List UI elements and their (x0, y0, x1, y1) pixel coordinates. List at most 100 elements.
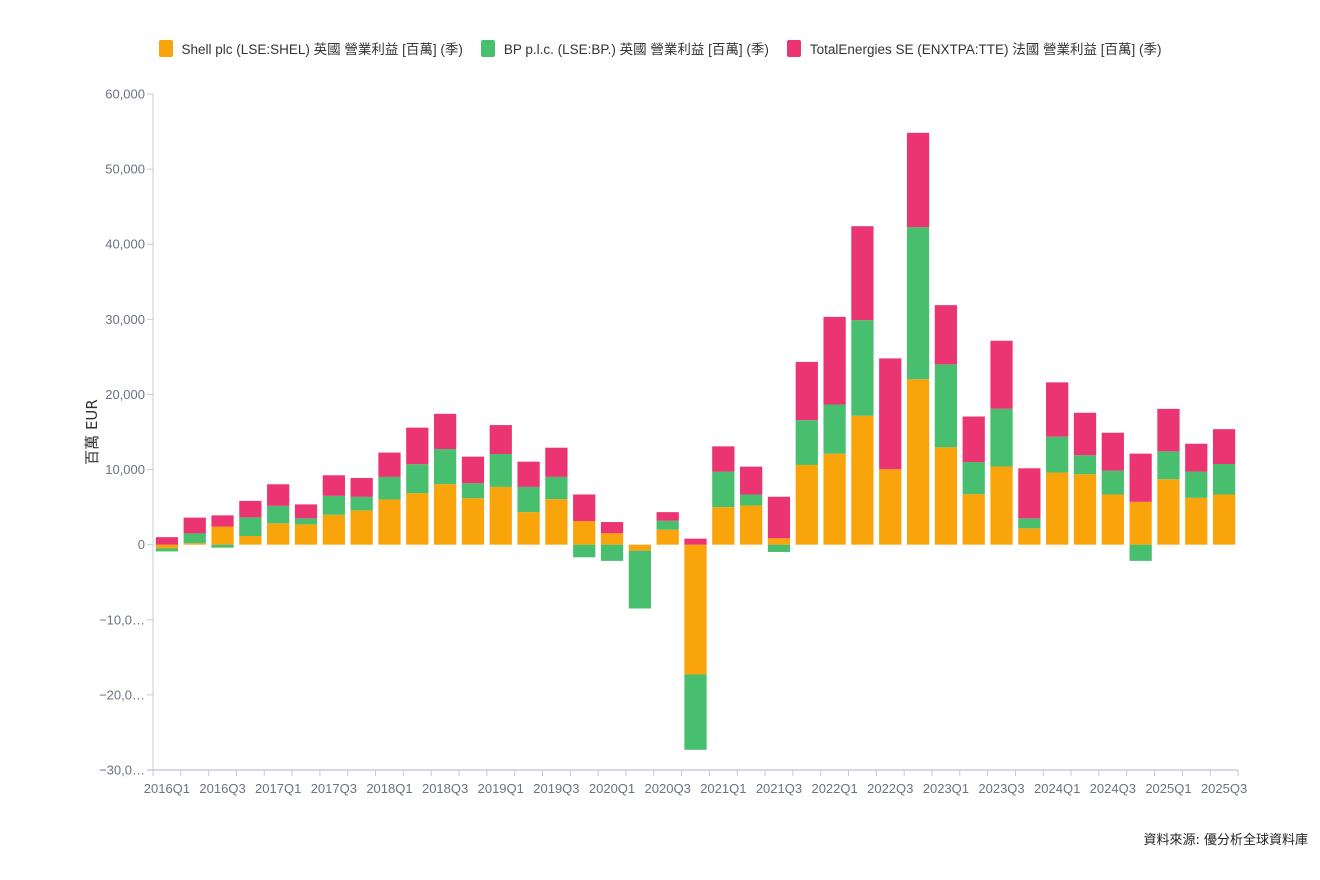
bar-totalenergies-2025q2[interactable] (1185, 443, 1208, 472)
bar-shell-2018q1[interactable] (378, 499, 401, 545)
bar-shell-2022q1[interactable] (823, 453, 846, 545)
bar-bp-2018q1[interactable] (378, 476, 401, 500)
bar-totalenergies-2020q1[interactable] (600, 522, 624, 534)
bar-bp-2021q3[interactable] (767, 544, 791, 552)
bar-totalenergies-2020q3[interactable] (656, 512, 679, 521)
bar-bp-2018q2[interactable] (406, 464, 429, 494)
bar-shell-2017q2[interactable] (294, 524, 318, 545)
bar-bp-2019q1[interactable] (489, 454, 512, 487)
bar-totalenergies-2025q1[interactable] (1157, 408, 1180, 452)
legend-item-bp[interactable]: BP p.l.c. (LSE:BP.) 英國 營業利益 [百萬] (季) (480, 38, 769, 58)
bar-shell-2022q3[interactable] (879, 469, 902, 545)
bar-totalenergies-2017q1[interactable] (267, 484, 290, 506)
bar-shell-2023q2[interactable] (962, 494, 985, 545)
bar-shell-2019q3[interactable] (545, 499, 568, 545)
bar-bp-2020q4[interactable] (684, 674, 707, 750)
bar-bp-2016q2[interactable] (183, 533, 206, 544)
bar-bp-2025q3[interactable] (1212, 464, 1236, 495)
bar-totalenergies-2023q3[interactable] (990, 340, 1013, 409)
bar-totalenergies-2018q4[interactable] (461, 456, 485, 484)
legend-item-totalenergies[interactable]: TotalEnergies SE (ENXTPA:TTE) 法國 營業利益 [百… (786, 38, 1161, 58)
bar-bp-2017q3[interactable] (322, 495, 345, 515)
bar-totalenergies-2018q3[interactable] (433, 413, 457, 450)
bar-bp-2016q3[interactable] (211, 544, 234, 548)
bar-bp-2020q1[interactable] (600, 544, 624, 561)
bar-totalenergies-2020q4[interactable] (684, 538, 707, 545)
bar-bp-2019q4[interactable] (573, 544, 596, 558)
bar-shell-2016q2[interactable] (183, 543, 206, 545)
bar-bp-2020q2[interactable] (628, 550, 651, 609)
bar-totalenergies-2022q3[interactable] (879, 358, 902, 470)
bar-shell-2020q2[interactable] (628, 544, 651, 551)
bar-shell-2022q2[interactable] (851, 415, 874, 545)
bar-totalenergies-2021q3[interactable] (767, 496, 791, 539)
bar-bp-2024q1[interactable] (1046, 436, 1069, 473)
bar-bp-2019q2[interactable] (517, 486, 540, 513)
bar-shell-2023q4[interactable] (1018, 528, 1041, 545)
bar-bp-2022q4[interactable] (906, 227, 930, 380)
bar-bp-2019q3[interactable] (545, 476, 568, 500)
bar-totalenergies-2022q1[interactable] (823, 316, 846, 405)
bar-bp-2017q2[interactable] (294, 518, 318, 525)
bar-totalenergies-2021q4[interactable] (795, 361, 818, 421)
bar-bp-2021q1[interactable] (712, 471, 735, 508)
bar-bp-2024q2[interactable] (1073, 455, 1097, 475)
bar-bp-2024q3[interactable] (1101, 470, 1124, 495)
bar-shell-2017q1[interactable] (267, 523, 290, 545)
bar-bp-2021q2[interactable] (740, 494, 763, 506)
bar-shell-2016q1[interactable] (155, 544, 179, 549)
bar-totalenergies-2017q2[interactable] (294, 504, 318, 519)
bar-shell-2025q1[interactable] (1157, 479, 1180, 545)
bar-shell-2022q4[interactable] (906, 379, 930, 545)
bar-bp-2016q1[interactable] (155, 548, 179, 552)
bar-totalenergies-2018q2[interactable] (406, 427, 429, 465)
legend-item-shell[interactable]: Shell plc (LSE:SHEL) 英國 營業利益 [百萬] (季) (158, 38, 463, 58)
bar-shell-2016q4[interactable] (239, 536, 262, 545)
bar-bp-2020q3[interactable] (656, 520, 679, 530)
bar-totalenergies-2017q4[interactable] (350, 477, 373, 497)
bar-totalenergies-2024q3[interactable] (1101, 432, 1124, 471)
bar-shell-2024q2[interactable] (1073, 474, 1097, 545)
bar-shell-2024q4[interactable] (1129, 501, 1152, 545)
bar-bp-2023q2[interactable] (962, 462, 985, 495)
bar-bp-2023q4[interactable] (1018, 518, 1041, 529)
bar-bp-2016q4[interactable] (239, 517, 262, 537)
bar-shell-2025q2[interactable] (1185, 497, 1208, 545)
bar-shell-2021q2[interactable] (740, 505, 763, 545)
bar-bp-2017q4[interactable] (350, 496, 373, 511)
bar-totalenergies-2022q2[interactable] (851, 226, 874, 321)
bar-shell-2020q1[interactable] (600, 533, 624, 545)
bar-shell-2024q3[interactable] (1101, 494, 1124, 545)
bar-shell-2018q4[interactable] (461, 498, 485, 545)
bar-shell-2017q4[interactable] (350, 510, 373, 545)
bar-shell-2021q3[interactable] (767, 538, 791, 545)
bar-shell-2019q4[interactable] (573, 521, 596, 545)
bar-totalenergies-2024q1[interactable] (1046, 382, 1069, 437)
bar-bp-2025q2[interactable] (1185, 471, 1208, 498)
bar-bp-2017q1[interactable] (267, 505, 290, 524)
bar-bp-2018q4[interactable] (461, 483, 485, 499)
bar-shell-2019q1[interactable] (489, 486, 512, 545)
bar-totalenergies-2025q3[interactable] (1212, 429, 1236, 464)
bar-bp-2018q3[interactable] (433, 449, 457, 485)
bar-shell-2019q2[interactable] (517, 512, 540, 545)
bar-shell-2018q3[interactable] (433, 484, 457, 545)
bar-shell-2016q3[interactable] (211, 526, 234, 545)
bar-shell-2018q2[interactable] (406, 493, 429, 545)
bar-shell-2025q3[interactable] (1212, 494, 1236, 545)
bar-shell-2020q3[interactable] (656, 529, 679, 545)
bar-totalenergies-2018q1[interactable] (378, 452, 401, 477)
bar-totalenergies-2023q1[interactable] (934, 305, 958, 365)
bar-totalenergies-2019q3[interactable] (545, 447, 568, 477)
bar-totalenergies-2022q4[interactable] (906, 132, 930, 228)
bar-totalenergies-2021q1[interactable] (712, 446, 735, 472)
bar-totalenergies-2016q2[interactable] (183, 517, 206, 534)
bar-shell-2017q3[interactable] (322, 514, 345, 545)
bar-shell-2021q1[interactable] (712, 507, 735, 545)
bar-bp-2023q1[interactable] (934, 364, 958, 448)
bar-totalenergies-2023q2[interactable] (962, 416, 985, 463)
bar-totalenergies-2017q3[interactable] (322, 475, 345, 496)
bar-totalenergies-2016q3[interactable] (211, 515, 234, 527)
bar-totalenergies-2024q2[interactable] (1073, 412, 1097, 456)
bar-shell-2020q4[interactable] (684, 544, 707, 675)
